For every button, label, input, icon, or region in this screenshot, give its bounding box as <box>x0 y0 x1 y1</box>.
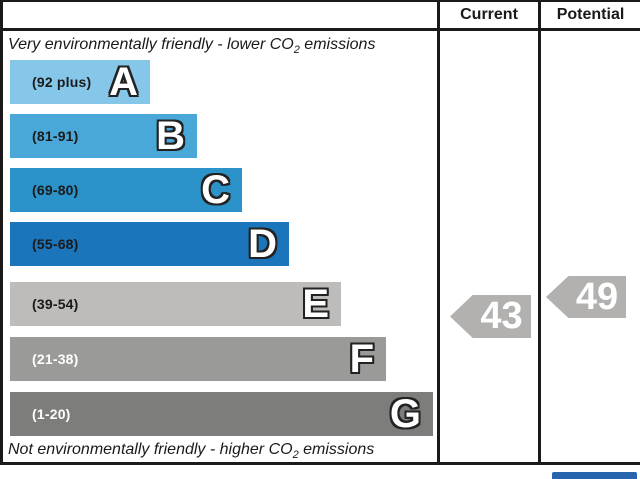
current-column-header: Current <box>460 6 518 23</box>
co2-subscript: 2 <box>293 44 300 57</box>
band-d-range-label: (55-68) <box>32 236 79 252</box>
band-a-letter: A <box>109 60 138 104</box>
band-g-range-label: (1-20) <box>32 406 71 422</box>
bottom-note-prefix: Not environmentally friendly - higher CO <box>8 441 293 458</box>
band-a-range-label: (92 plus) <box>32 74 92 90</box>
top-note: Very environmentally friendly - lower CO… <box>8 36 375 56</box>
table-border-bottom <box>0 462 640 465</box>
bottom-note-suffix: emissions <box>298 441 375 458</box>
band-d-bar: (55-68) D <box>10 222 289 266</box>
potential-column-header: Potential <box>556 6 625 23</box>
band-g-bar: (1-20) G <box>10 392 433 436</box>
band-b-bar: (81-91) B <box>10 114 197 158</box>
band-e-bar: (39-54) E <box>10 282 341 326</box>
current-column-divider <box>437 0 440 465</box>
band-a-bar: (92 plus) A <box>10 60 150 104</box>
band-g-letter: G <box>389 392 421 436</box>
potential-column-divider <box>538 0 541 465</box>
current-value: 43 <box>480 295 523 337</box>
table-border-top <box>0 0 640 2</box>
band-e-letter: E <box>302 282 329 326</box>
potential-value: 49 <box>575 275 619 318</box>
header-divider-line <box>0 28 640 31</box>
table-border-left <box>0 0 3 465</box>
band-c-bar: (69-80) C <box>10 168 242 212</box>
top-note-suffix: emissions <box>299 36 376 53</box>
top-note-prefix: Very environmentally friendly - lower CO <box>8 36 294 53</box>
band-c-range-label: (69-80) <box>32 182 79 198</box>
bottom-note: Not environmentally friendly - higher CO… <box>8 441 374 461</box>
band-f-range-label: (21-38) <box>32 351 79 367</box>
current-value-arrow: 43 <box>450 295 531 338</box>
bottom-partial-blue-box <box>552 472 637 479</box>
potential-value-arrow: 49 <box>546 276 626 318</box>
band-b-letter: B <box>156 114 185 158</box>
band-d-letter: D <box>248 222 277 266</box>
band-b-range-label: (81-91) <box>32 128 79 144</box>
band-f-bar: (21-38) F <box>10 337 386 381</box>
band-f-letter: F <box>349 337 374 381</box>
band-e-range-label: (39-54) <box>32 296 79 312</box>
co2-subscript: 2 <box>292 449 299 462</box>
band-c-letter: C <box>201 168 230 212</box>
